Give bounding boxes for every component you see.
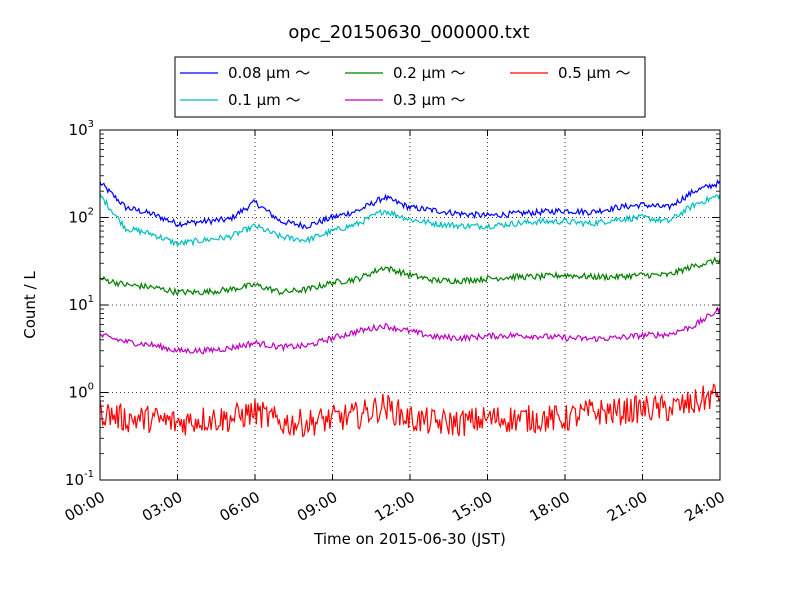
legend-label: 0.08 µm ～ (228, 64, 310, 82)
x-tick-label: 12:00 (372, 488, 418, 525)
x-tick-label: 21:00 (604, 488, 650, 525)
series-line (99, 306, 721, 355)
y-tick-label: 100 (69, 382, 94, 402)
series-line (99, 179, 721, 230)
legend-label: 0.5 µm ～ (558, 64, 631, 82)
series-line (99, 383, 721, 438)
legend: 0.08 µm ～ 0.1 µm ～ 0.2 µm ～ 0.3 µm ～ 0.5 µm … (174, 56, 646, 118)
y-tick-label: 103 (69, 119, 94, 139)
x-tick-label: 00:00 (62, 488, 108, 525)
x-axis-tick-labels: 00:00 03:00 06:00 09:00 12:00 15:00 18:00 21:00… (62, 488, 728, 525)
legend-box (174, 56, 646, 118)
y-tick-label: 10-1 (65, 469, 94, 489)
x-tick-label: 18:00 (527, 488, 573, 525)
chart-title: opc_20150630_000000.txt (288, 22, 529, 43)
x-tick-label: 06:00 (217, 488, 263, 525)
y-tick-label: 101 (69, 294, 94, 314)
legend-label: 0.2 µm ～ (393, 64, 466, 82)
x-tick-label: 24:00 (682, 488, 728, 525)
legend-label: 0.3 µm ～ (393, 91, 466, 109)
x-axis-label: Time on 2015-06-30 (JST) (313, 530, 506, 548)
series-lines (99, 179, 721, 438)
x-tick-label: 09:00 (294, 488, 340, 525)
x-tick-label: 15:00 (449, 488, 495, 525)
axis-ticks (99, 129, 721, 481)
series-line (99, 193, 721, 248)
y-axis-label: Count / L (21, 271, 39, 339)
y-axis-tick-labels: 10-1 100 101 102 103 (65, 119, 94, 489)
y-tick-label: 102 (69, 207, 94, 227)
legend-label: 0.1 µm ～ (228, 91, 301, 109)
x-tick-label: 03:00 (139, 488, 185, 525)
series-line (99, 256, 721, 297)
grid-lines (100, 130, 720, 480)
